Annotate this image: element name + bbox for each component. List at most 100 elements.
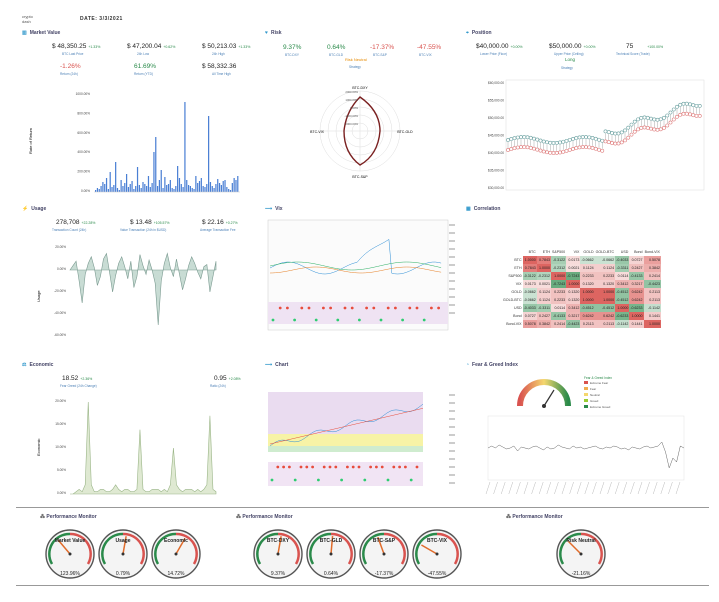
correlation-cell: -0.4033: [522, 304, 537, 312]
correlation-cell: 1.0000: [643, 320, 661, 328]
y-axis-label: Economic: [36, 438, 41, 456]
bank-icon: ⚖: [22, 362, 27, 368]
rate-of-return-bar-chart: Rate of Return 1000.00% 800.00% 600.00% 400…: [28, 92, 240, 193]
buy-signal-dot: [358, 318, 361, 322]
legend-label: Extreme Fear: [590, 381, 609, 385]
price-scale-mark: [449, 418, 455, 420]
correlation-cell: -0.4133: [550, 312, 567, 320]
position-title: ⌖ Position: [466, 30, 492, 36]
chart-oscillator-pane: [268, 462, 423, 486]
correlation-column-header: Bond-VIX: [644, 250, 660, 254]
lower-band-point: [671, 117, 676, 122]
price-scale-mark: [449, 442, 455, 444]
correlation-cell: -0.0662: [522, 288, 537, 296]
correlation-cell: -0.3122: [550, 256, 567, 264]
bar: [177, 166, 179, 192]
bar: [169, 180, 171, 192]
performance-gauges: Market Value 123.96% Usage 0.79% Economic 14.…: [45, 529, 606, 579]
legend-swatch: [584, 387, 588, 390]
sell-signal-dot: [334, 465, 338, 469]
buy-signal-dot: [363, 478, 367, 482]
upper-band-point: [668, 110, 673, 115]
y-tick-label: 400.00%: [77, 150, 90, 154]
heart-icon: ♥: [265, 30, 268, 36]
x-tick-mark: [546, 481, 552, 495]
lower-band-point: [678, 112, 683, 117]
chart-icon: ▥: [22, 30, 27, 36]
correlation-header-row: BTC ETH S&P500 VIX GOLD GOLD-BTC USD Bond Bond-V…: [502, 248, 661, 256]
stat-label: Ratio (24h): [210, 384, 226, 388]
correlation-cell: -0.4512: [594, 304, 616, 312]
plot-area: [505, 79, 705, 191]
buy-signal-dot: [317, 478, 320, 482]
price-scale-mark: [449, 280, 455, 282]
bar: [198, 181, 201, 192]
y-tick-label: 0.00%: [57, 491, 66, 495]
corner-cell: [502, 248, 523, 256]
stat-label: Transaction Count (24h): [52, 228, 87, 232]
gauge-negative-arc: [436, 532, 459, 565]
y-axis-title: Rate of Return: [28, 128, 33, 154]
signal-label: Strategy: [561, 66, 573, 70]
buy-signal-dot: [314, 318, 318, 322]
usage-area: [69, 252, 217, 326]
bar: [120, 180, 122, 192]
legend-swatch: [584, 381, 588, 384]
lower-band-point: [632, 129, 637, 134]
sell-signal-dot: [307, 306, 311, 310]
position-ceiling: $50,000.00 +0.00%: [549, 43, 596, 50]
bar: [135, 186, 137, 192]
gauge-label: Market Value: [55, 538, 86, 544]
bar: [151, 183, 153, 192]
position-panel: ⌖ Position $40,000.00 +0.00% Lower Price (…: [466, 30, 706, 200]
chart-zone-upper: [268, 392, 423, 434]
x-tick-mark: [554, 481, 559, 495]
bar: [180, 184, 182, 192]
buy-signal-dot: [271, 318, 275, 322]
y-tick-label: 0.00%: [57, 267, 66, 271]
correlation-cell: -0.4133: [629, 272, 644, 280]
bar: [206, 184, 208, 192]
sell-signal-dot: [350, 306, 354, 310]
bar: [209, 182, 212, 192]
sell-signal-dot: [369, 465, 372, 469]
gauge-needle: [330, 536, 334, 555]
bar: [215, 184, 217, 192]
correlation-cell: 0.6242: [629, 288, 644, 296]
bar: [156, 186, 159, 192]
stat-label: BTC-S&P: [373, 53, 387, 57]
bar: [158, 180, 161, 192]
bar: [164, 177, 166, 192]
bar: [231, 183, 233, 192]
app-logo[interactable]: crypto dash: [22, 14, 33, 24]
vix-line: [269, 261, 442, 271]
correlation-column-header: GOLD-BTC: [595, 250, 615, 254]
y-ticks: 20.00% 0.00% -20.00% -40.00% -60.00%: [54, 245, 66, 337]
legend-label: Neutral: [590, 393, 600, 397]
gauge-value: 0.64%: [324, 571, 339, 577]
y-tick-label: 0.00%: [81, 189, 90, 193]
radar-axis-label: BTC-GLD: [397, 130, 413, 134]
correlation-cell: -0.0662: [594, 256, 616, 264]
bar: [182, 187, 184, 192]
usage-area-chart: Usage 20.00% 0.00% -20.00% -40.00% -60.00%: [36, 245, 217, 337]
sell-signal-dot: [357, 465, 361, 469]
correlation-cell: 0.2233: [594, 272, 616, 280]
correlation-cell: 0.7843: [522, 264, 537, 272]
y-tick-label: $50,000.00: [488, 116, 504, 120]
bar: [153, 152, 155, 192]
y-tick-label: 800.00%: [77, 111, 90, 115]
bar: [146, 186, 148, 192]
bar: [171, 188, 173, 192]
sell-signal-dot: [372, 306, 376, 310]
radar-ticks: 2000.00% 1000.00% 0.00% -1000.00% -2000.00%: [344, 90, 358, 126]
market-value-panel: ▥ Market Value $ 48,350.25 +1.33% BTC Last…: [22, 30, 250, 200]
y-tick-label: $35,000.00: [488, 169, 504, 173]
gauge-needle: [421, 544, 438, 555]
gauge-positive-arc: [362, 532, 385, 565]
gauge-negative-arc: [277, 532, 300, 565]
bar: [235, 180, 237, 192]
legend-items: Extreme Fear Fear Neutral Greed Extreme Gree…: [584, 380, 612, 410]
radar-tick-label: -1000.00%: [344, 114, 358, 118]
stat-label: All Time High: [212, 72, 231, 76]
